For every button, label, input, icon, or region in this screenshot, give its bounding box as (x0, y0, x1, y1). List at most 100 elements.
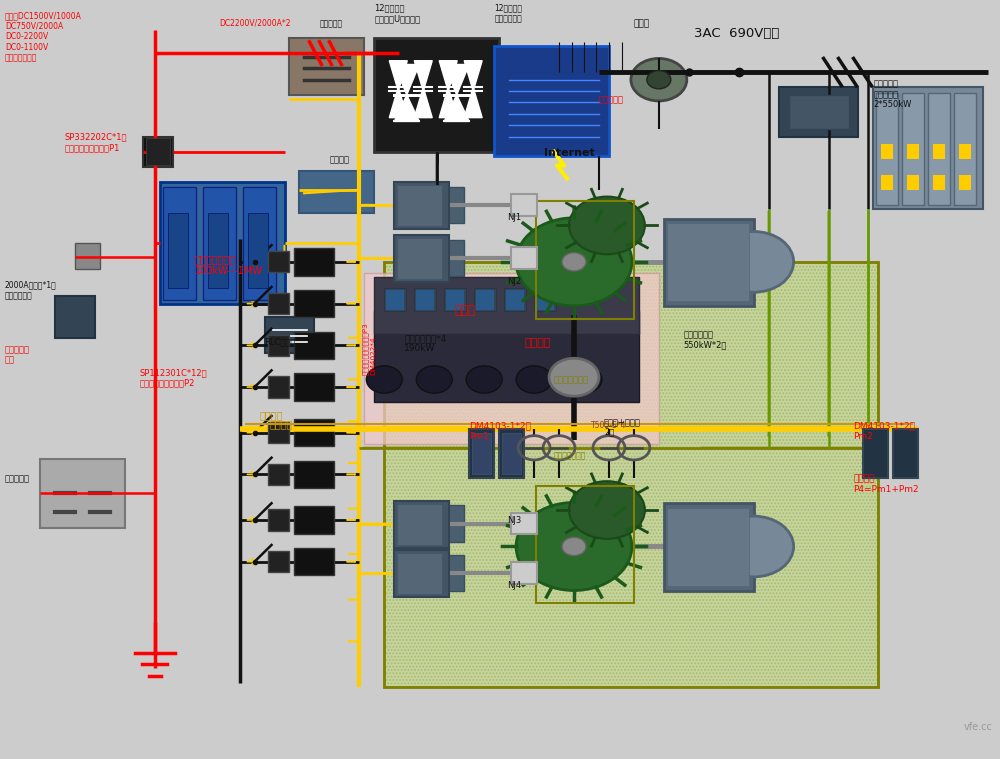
Bar (409, 555, 464, 591)
Circle shape (516, 366, 552, 393)
Polygon shape (464, 87, 482, 118)
Text: 试验台架: 试验台架 (524, 338, 551, 348)
Bar (933, 144, 945, 159)
Bar (294, 419, 334, 446)
Bar (664, 503, 754, 591)
Bar (268, 293, 289, 314)
Bar (667, 223, 749, 301)
Bar (384, 262, 878, 687)
Bar (374, 38, 499, 152)
Bar (511, 562, 537, 584)
Bar (394, 182, 449, 229)
Text: Internet: Internet (544, 148, 595, 158)
Bar (494, 46, 609, 156)
Bar (446, 290, 464, 310)
Polygon shape (464, 61, 482, 91)
Bar (386, 290, 404, 310)
Text: NJ4: NJ4 (507, 581, 521, 590)
Bar (268, 464, 289, 485)
Text: 2000A分流器*1台
制动电流测量: 2000A分流器*1台 制动电流测量 (5, 281, 57, 301)
Bar (294, 248, 334, 276)
Bar (534, 288, 556, 311)
Text: 分布式电测
子站: 分布式电测 子站 (5, 345, 30, 365)
Polygon shape (414, 61, 432, 91)
Text: DC2200V/2000A*2: DC2200V/2000A*2 (220, 19, 291, 28)
Bar (907, 175, 919, 190)
Bar (506, 290, 524, 310)
Circle shape (466, 366, 502, 393)
Text: 3AC  690V电网: 3AC 690V电网 (694, 27, 779, 39)
Bar (143, 137, 173, 167)
Bar (294, 506, 334, 534)
Bar (907, 144, 919, 159)
Bar (364, 273, 659, 444)
Polygon shape (439, 61, 457, 91)
Circle shape (631, 58, 687, 101)
Text: NJ2: NJ2 (507, 277, 521, 286)
Text: 12脉整流柜
（四组；U、可调）: 12脉整流柜 （四组；U、可调） (374, 4, 420, 24)
Circle shape (366, 366, 402, 393)
Bar (146, 138, 170, 165)
Bar (414, 288, 436, 311)
Bar (881, 144, 893, 159)
Bar (504, 288, 526, 311)
Bar (294, 373, 334, 401)
Bar (397, 553, 442, 594)
Bar (511, 513, 537, 534)
Bar (409, 240, 464, 276)
Bar (268, 551, 289, 572)
Bar (959, 144, 971, 159)
Bar (954, 93, 976, 205)
Bar (265, 317, 314, 353)
Text: 齿轮箱+惯性轮
2套: 齿轮箱+惯性轮 2套 (604, 417, 641, 437)
Bar (472, 433, 491, 474)
Bar (384, 288, 406, 311)
Circle shape (647, 71, 671, 89)
Text: NJ3: NJ3 (507, 516, 521, 525)
Bar (168, 213, 188, 288)
Circle shape (516, 218, 632, 306)
Polygon shape (389, 61, 407, 91)
Text: 被试牵引变频器
100kW---1MW: 被试牵引变频器 100kW---1MW (195, 254, 263, 276)
Bar (409, 187, 464, 223)
Bar (268, 422, 289, 443)
Bar (536, 201, 634, 319)
Bar (416, 290, 434, 310)
Bar (40, 459, 125, 528)
Bar (268, 251, 289, 272)
Polygon shape (444, 65, 469, 95)
Bar (474, 288, 496, 311)
Text: 中控台: 中控台 (454, 304, 475, 317)
Bar (409, 505, 464, 542)
Bar (268, 509, 289, 531)
Bar (893, 429, 918, 478)
Bar (243, 187, 276, 300)
Bar (779, 87, 858, 137)
Circle shape (569, 481, 645, 539)
Circle shape (562, 253, 586, 271)
Text: vfe.cc: vfe.cc (963, 723, 992, 732)
Circle shape (569, 197, 645, 254)
Bar (863, 429, 888, 478)
Text: NJ1: NJ1 (507, 213, 521, 222)
Bar (397, 238, 442, 279)
Bar (160, 182, 285, 304)
Bar (397, 185, 442, 226)
Text: RLC负载箱: RLC负载箱 (265, 338, 296, 347)
Text: 12脉整流变
四组输入输出: 12脉整流变 四组输入输出 (494, 4, 522, 24)
Bar (299, 171, 374, 213)
Text: SP332202C*1台
牵引变流器输入功率P1: SP332202C*1台 牵引变流器输入功率P1 (65, 133, 127, 153)
Bar (397, 504, 442, 545)
Bar (289, 38, 364, 95)
Bar (55, 296, 95, 338)
Circle shape (714, 231, 794, 292)
Bar (374, 277, 639, 334)
Bar (789, 95, 849, 129)
Bar (268, 335, 289, 356)
Bar (248, 213, 268, 288)
Text: 牵引电机输出机械功率P3
DM4022*4: 牵引电机输出机械功率P3 DM4022*4 (362, 323, 376, 375)
Circle shape (549, 358, 599, 396)
Text: 变流器控制总线: 变流器控制总线 (554, 376, 589, 385)
Bar (203, 187, 236, 300)
Text: T505-S*4: T505-S*4 (591, 421, 626, 430)
